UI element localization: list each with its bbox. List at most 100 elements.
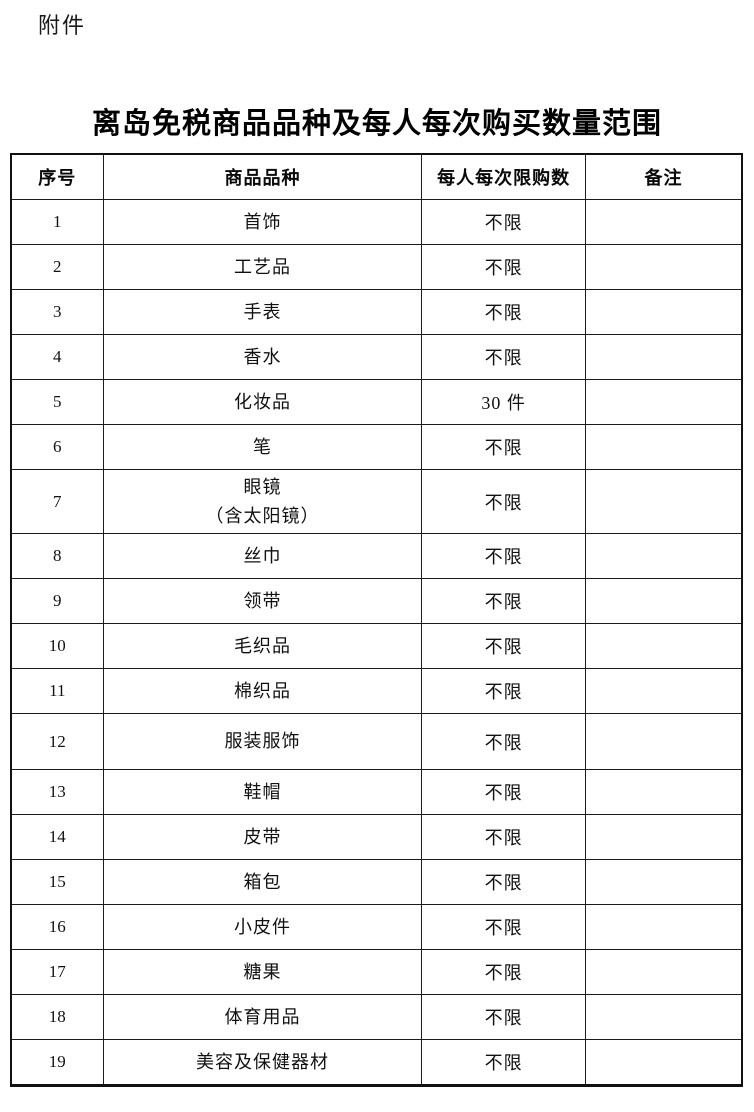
category-cell: 服装服饰 bbox=[102, 713, 423, 770]
remark-cell bbox=[585, 994, 743, 1040]
table-row: 1 首饰 不限 bbox=[10, 199, 743, 245]
table-row: 18 体育用品 不限 bbox=[10, 994, 743, 1040]
category-cell: 工艺品 bbox=[102, 244, 423, 290]
table-header-row: 序号 商品品种 每人每次限购数 备注 bbox=[10, 153, 743, 200]
remark-cell bbox=[585, 533, 743, 579]
category-cell: 丝巾 bbox=[102, 533, 423, 579]
limit-cell: 不限 bbox=[421, 859, 587, 905]
row-number-cell: 1 bbox=[10, 199, 104, 245]
limit-cell: 不限 bbox=[421, 949, 587, 995]
limit-cell: 不限 bbox=[421, 199, 587, 245]
table-row: 14 皮带 不限 bbox=[10, 814, 743, 860]
table-row: 6 笔不限 bbox=[10, 424, 743, 470]
limit-cell: 不限 bbox=[421, 904, 587, 950]
row-number-cell: 19 bbox=[10, 1039, 104, 1086]
category-cell: 香水 bbox=[102, 334, 423, 380]
category-cell: 领带 bbox=[102, 578, 423, 624]
limit-cell: 不限 bbox=[421, 814, 587, 860]
table-row: 3 手表 不限 bbox=[10, 289, 743, 335]
category-cell: 美容及保健器材 bbox=[102, 1039, 423, 1086]
row-number-cell: 6 bbox=[10, 424, 104, 470]
row-number-cell: 18 bbox=[10, 994, 104, 1040]
row-number-cell: 14 bbox=[10, 814, 104, 860]
remark-cell bbox=[585, 713, 743, 770]
category-cell: 化妆品 bbox=[102, 379, 423, 425]
table-header: 序号 商品品种 每人每次限购数 备注 bbox=[10, 153, 743, 200]
header-cell-category: 商品品种 bbox=[102, 153, 423, 200]
limit-cell: 不限 bbox=[421, 533, 587, 579]
attachment-label: 附件 bbox=[38, 13, 87, 38]
row-number-cell: 4 bbox=[10, 334, 104, 380]
row-number-cell: 17 bbox=[10, 949, 104, 995]
limit-cell: 不限 bbox=[421, 1039, 587, 1086]
row-number-cell: 12 bbox=[10, 713, 104, 770]
limit-cell: 不限 bbox=[421, 623, 587, 669]
category-cell: 首饰 bbox=[102, 199, 423, 245]
remark-cell bbox=[585, 289, 743, 335]
row-number-cell: 11 bbox=[10, 668, 104, 714]
header-cell-limit: 每人每次限购数 bbox=[421, 153, 587, 200]
limit-cell: 不限 bbox=[421, 668, 587, 714]
remark-cell bbox=[585, 334, 743, 380]
row-number-cell: 7 bbox=[10, 469, 104, 534]
header-cell-remark: 备注 bbox=[585, 153, 743, 200]
row-number-cell: 2 bbox=[10, 244, 104, 290]
remark-cell bbox=[585, 199, 743, 245]
row-number-cell: 9 bbox=[10, 578, 104, 624]
remark-cell bbox=[585, 769, 743, 815]
table-row: 17 糖果 不限 bbox=[10, 949, 743, 995]
table-row: 2 工艺品 不限 bbox=[10, 244, 743, 290]
row-number-cell: 3 bbox=[10, 289, 104, 335]
limit-cell: 不限 bbox=[421, 713, 587, 770]
remark-cell bbox=[585, 949, 743, 995]
table-body: 1 首饰 不限 2 工艺品 不限 3 手表 不限 4 香水 不限 5 化妆品 30 件 6 笔不限 7 眼镜 （含太… bbox=[10, 199, 743, 1086]
category-cell: 小皮件 bbox=[102, 904, 423, 950]
table-row: 15 箱包 不限 bbox=[10, 859, 743, 905]
category-cell: 糖果 bbox=[102, 949, 423, 995]
limit-cell: 不限 bbox=[421, 469, 587, 534]
remark-cell bbox=[585, 469, 743, 534]
row-number-cell: 13 bbox=[10, 769, 104, 815]
row-number-cell: 15 bbox=[10, 859, 104, 905]
row-number-cell: 10 bbox=[10, 623, 104, 669]
category-cell: 眼镜 （含太阳镜） bbox=[102, 469, 423, 534]
row-number-cell: 16 bbox=[10, 904, 104, 950]
remark-cell bbox=[585, 244, 743, 290]
row-number-cell: 8 bbox=[10, 533, 104, 579]
limit-cell: 不限 bbox=[421, 994, 587, 1040]
table-row: 10 毛织品 不限 bbox=[10, 623, 743, 669]
remark-cell bbox=[585, 578, 743, 624]
table-row: 13 鞋帽 不限 bbox=[10, 769, 743, 815]
table-row: 5 化妆品 30 件 bbox=[10, 379, 743, 425]
limit-cell: 30 件 bbox=[421, 379, 587, 425]
remark-cell bbox=[585, 859, 743, 905]
category-cell: 笔 bbox=[102, 424, 423, 470]
table-row: 7 眼镜 （含太阳镜） 不限 bbox=[10, 469, 743, 534]
remark-cell bbox=[585, 623, 743, 669]
table-row: 11 棉织品 不限 bbox=[10, 668, 743, 714]
row-number-cell: 5 bbox=[10, 379, 104, 425]
limit-cell: 不限 bbox=[421, 769, 587, 815]
table-row: 16 小皮件 不限 bbox=[10, 904, 743, 950]
limit-cell: 不限 bbox=[421, 424, 587, 470]
limit-cell: 不限 bbox=[421, 578, 587, 624]
category-cell: 皮带 bbox=[102, 814, 423, 860]
category-cell: 箱包 bbox=[102, 859, 423, 905]
table-row: 19 美容及保健器材 不限 bbox=[10, 1039, 743, 1086]
table-row: 9 领带 不限 bbox=[10, 578, 743, 624]
category-cell: 体育用品 bbox=[102, 994, 423, 1040]
category-cell: 鞋帽 bbox=[102, 769, 423, 815]
remark-cell bbox=[585, 814, 743, 860]
remark-cell bbox=[585, 424, 743, 470]
limit-cell: 不限 bbox=[421, 289, 587, 335]
table-row: 4 香水 不限 bbox=[10, 334, 743, 380]
category-cell: 毛织品 bbox=[102, 623, 423, 669]
remark-cell bbox=[585, 1039, 743, 1086]
category-cell: 棉织品 bbox=[102, 668, 423, 714]
remark-cell bbox=[585, 668, 743, 714]
table-row: 8 丝巾 不限 bbox=[10, 533, 743, 579]
category-cell: 手表 bbox=[102, 289, 423, 335]
goods-table: 序号 商品品种 每人每次限购数 备注 1 首饰 不限 2 工艺品 不限 3 手表 不限 4 香水 不限… bbox=[10, 153, 743, 1087]
remark-cell bbox=[585, 904, 743, 950]
